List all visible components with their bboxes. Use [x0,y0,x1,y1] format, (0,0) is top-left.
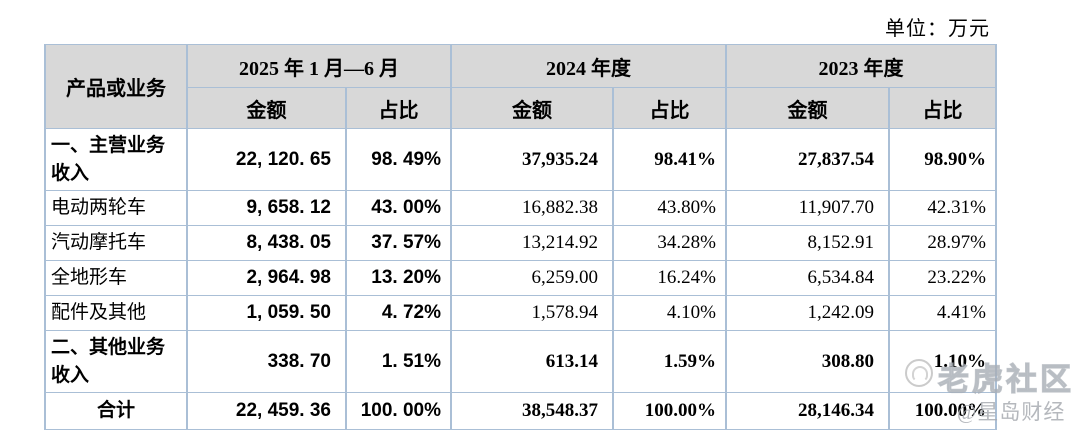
header-period-2023: 2023 年度 [725,44,997,88]
table-row-other-business-income: 二、其他业务收入 338. 70 1. 51% 613.14 1.59% 308… [44,330,997,393]
cell-2023-amount: 27,837.54 [725,128,890,191]
row-label: 全地形车 [44,260,188,296]
cell-2025-pct: 100. 00% [345,392,452,430]
cell-2025-amount: 1, 059. 50 [186,295,347,331]
cell-2025-amount: 338. 70 [186,330,347,393]
cell-2025-pct: 4. 72% [345,295,452,331]
revenue-breakdown-table: 产品或业务 2025 年 1 月—6 月 2024 年度 2023 年度 金额 … [44,44,997,430]
cell-2024-pct: 43.80% [612,190,727,226]
cell-2023-pct: 100.00% [888,392,997,430]
cell-2023-pct: 4.41% [888,295,997,331]
header-period-2024: 2024 年度 [450,44,727,88]
cell-2023-amount: 11,907.70 [725,190,890,226]
cell-2024-amount: 6,259.00 [450,260,614,296]
table-row-total: 合计 22, 459. 36 100. 00% 38,548.37 100.00… [44,392,997,430]
cell-2023-amount: 1,242.09 [725,295,890,331]
row-label: 合计 [44,392,188,430]
table-row-gas-motorcycle: 汽动摩托车 8, 438. 05 37. 57% 13,214.92 34.28… [44,225,997,261]
cell-2024-pct: 4.10% [612,295,727,331]
cell-2024-pct: 34.28% [612,225,727,261]
cell-2023-amount: 308.80 [725,330,890,393]
header-row-periods: 产品或业务 2025 年 1 月—6 月 2024 年度 2023 年度 [44,44,997,129]
header-amount-2023: 金额 [725,87,890,129]
cell-2025-pct: 37. 57% [345,225,452,261]
cell-2025-pct: 43. 00% [345,190,452,226]
cell-2024-amount: 37,935.24 [450,128,614,191]
row-label: 汽动摩托车 [44,225,188,261]
cell-2025-amount: 2, 964. 98 [186,260,347,296]
cell-2024-pct: 1.59% [612,330,727,393]
row-label: 二、其他业务收入 [44,330,188,393]
tiger-logo-icon [905,359,933,387]
cell-2023-amount: 6,534.84 [725,260,890,296]
header-pct-2025: 占比 [345,87,452,129]
table-row-main-business-income: 一、主营业务收入 22, 120. 65 98. 49% 37,935.24 9… [44,128,997,191]
cell-2025-pct: 98. 49% [345,128,452,191]
cell-2024-pct: 98.41% [612,128,727,191]
row-label: 一、主营业务收入 [44,128,188,191]
header-product-or-business: 产品或业务 [44,44,188,129]
cell-2024-amount: 1,578.94 [450,295,614,331]
cell-2024-amount: 16,882.38 [450,190,614,226]
cell-2024-amount: 13,214.92 [450,225,614,261]
cell-2023-pct: 28.97% [888,225,997,261]
cell-2023-pct: 42.31% [888,190,997,226]
cell-2025-amount: 9, 658. 12 [186,190,347,226]
cell-2023-pct: 1.10% [888,330,997,393]
header-period-2025: 2025 年 1 月—6 月 [186,44,452,88]
watermark-community-text: 老虎社区 [937,361,1074,397]
row-label: 电动两轮车 [44,190,188,226]
header-pct-2023: 占比 [888,87,997,129]
cell-2024-pct: 16.24% [612,260,727,296]
cell-2023-pct: 23.22% [888,260,997,296]
header-pct-2024: 占比 [612,87,727,129]
header-row-subcolumns: 金额 占比 金额 占比 金额 占比 [45,87,997,129]
cell-2024-amount: 38,548.37 [450,392,614,430]
table-row-parts-and-others: 配件及其他 1, 059. 50 4. 72% 1,578.94 4.10% 1… [44,295,997,331]
table-row-all-terrain-vehicle: 全地形车 2, 964. 98 13. 20% 6,259.00 16.24% … [44,260,997,296]
cell-2023-amount: 8,152.91 [725,225,890,261]
cell-2025-pct: 1. 51% [345,330,452,393]
table-row-electric-two-wheeler: 电动两轮车 9, 658. 12 43. 00% 16,882.38 43.80… [44,190,997,226]
cell-2024-pct: 100.00% [612,392,727,430]
watermark-handle-text: @星岛财经 [957,400,1066,424]
cell-2023-amount: 28,146.34 [725,392,890,430]
row-label: 配件及其他 [44,295,188,331]
cell-2025-amount: 8, 438. 05 [186,225,347,261]
cell-2025-pct: 13. 20% [345,260,452,296]
cell-2025-amount: 22, 120. 65 [186,128,347,191]
unit-label: 单位：万元 [885,18,990,40]
cell-2024-amount: 613.14 [450,330,614,393]
header-amount-2024: 金额 [450,87,614,129]
header-amount-2025: 金额 [186,87,347,129]
cell-2023-pct: 98.90% [888,128,997,191]
cell-2025-amount: 22, 459. 36 [186,392,347,430]
